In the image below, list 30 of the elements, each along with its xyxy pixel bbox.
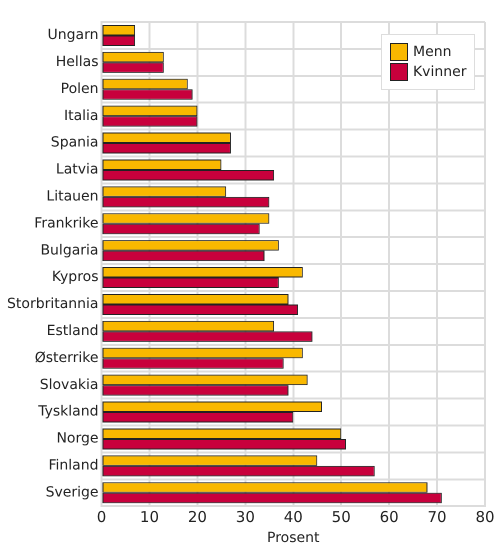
x-tick-label: 10 — [140, 508, 159, 526]
y-tick-label: Slovakia — [40, 376, 99, 393]
y-tick-label: Kypros — [52, 269, 99, 286]
y-tick-label: Tyskland — [37, 404, 99, 420]
x-tick-label: 30 — [236, 508, 255, 526]
y-tick-label: Østerrike — [34, 350, 99, 366]
y-tick-label: Norge — [56, 430, 99, 447]
x-tick-label: 40 — [284, 508, 303, 526]
x-tick-label: 0 — [96, 508, 106, 526]
x-tick-label: 50 — [332, 508, 351, 526]
x-axis-title: Prosent — [267, 530, 320, 546]
y-tick-label: Estland — [46, 322, 99, 339]
x-tick-label: 20 — [188, 508, 207, 526]
y-tick-label: Italia — [64, 108, 99, 124]
y-tick-label: Latvia — [56, 162, 99, 178]
y-tick-label: Spania — [50, 134, 99, 151]
x-tick-label: 80 — [475, 508, 495, 526]
y-tick-label: Storbritannia — [6, 296, 99, 312]
y-tick-label: Frankrike — [34, 215, 99, 232]
y-tick-label: Litauen — [46, 188, 99, 204]
y-tick-label: Bulgaria — [40, 242, 99, 258]
x-tick-label: 60 — [380, 508, 399, 526]
legend-label: Menn — [413, 44, 452, 60]
y-tick-label: Finland — [48, 457, 99, 474]
y-tick-label: Hellas — [56, 54, 99, 70]
x-tick-label: 70 — [428, 508, 447, 526]
y-tick-label: Polen — [60, 80, 99, 97]
y-tick-label: Sverige — [46, 484, 99, 500]
y-tick-label: Ungarn — [48, 27, 99, 44]
legend-label: Kvinner — [413, 64, 466, 80]
